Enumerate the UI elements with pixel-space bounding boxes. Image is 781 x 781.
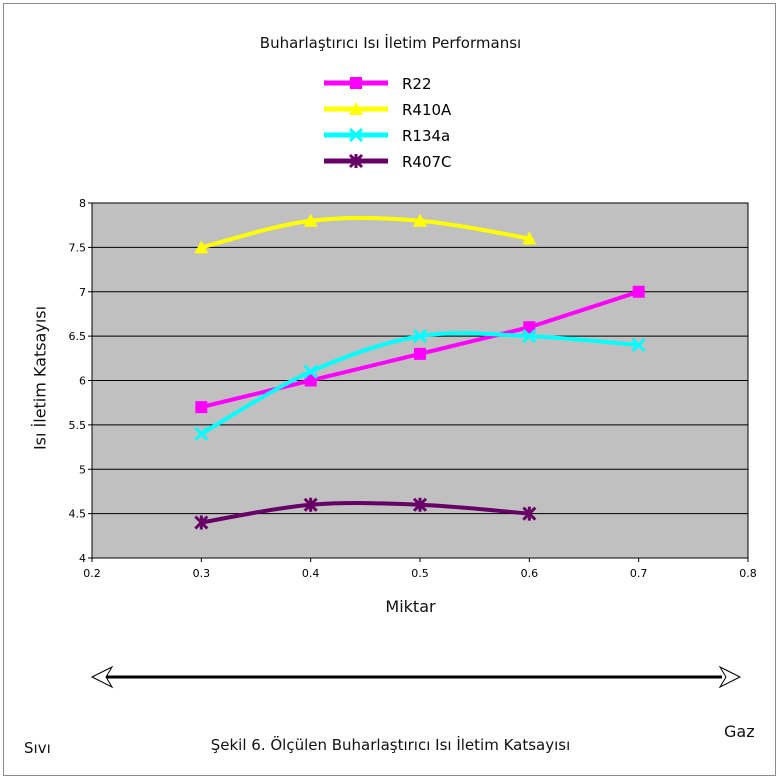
data-point-r22 [632, 285, 645, 298]
x-tick-label: 0.2 [83, 567, 101, 580]
data-point-r134a [522, 329, 537, 344]
y-tick-label: 5.5 [69, 419, 87, 432]
data-point-r407c [194, 515, 209, 530]
legend-label-r134a: R134a [402, 127, 450, 145]
data-point-r22 [414, 347, 426, 360]
y-tick-label: 5 [79, 463, 86, 476]
data-point-r410a [194, 240, 209, 254]
y-tick-label: 4.5 [69, 508, 87, 521]
data-point-r410a [522, 231, 537, 245]
y-tick-label: 7.5 [69, 241, 87, 254]
legend-marker-r22 [350, 77, 362, 89]
legend-marker-r407c [348, 153, 364, 169]
data-point-r407c [303, 497, 318, 512]
chart-title: Buharlaştırıcı Isı İletim Performansı [259, 34, 522, 52]
legend-label-r407c: R407C [402, 153, 452, 171]
liquid-label: Sıvı [24, 739, 51, 757]
x-tick-label: 0.6 [521, 567, 539, 580]
y-tick-label: 6 [79, 375, 86, 388]
x-tick-label: 0.4 [302, 567, 320, 580]
data-point-r407c [412, 497, 428, 512]
phase-arrow-left-head [90, 665, 114, 689]
gas-label: Gaz [724, 722, 755, 741]
data-point-r134a [631, 337, 646, 353]
legend-marker-r410a [349, 102, 363, 115]
y-tick-label: 8 [79, 197, 86, 210]
y-tick-label: 4 [79, 552, 86, 565]
x-tick-label: 0.7 [630, 567, 648, 580]
x-tick-label: 0.5 [411, 567, 429, 580]
data-point-r410a [303, 213, 318, 227]
x-tick-label: 0.3 [193, 567, 211, 580]
legend-marker-r134a [348, 127, 364, 143]
y-axis-label: Isı İletim Katsayısı [30, 305, 50, 451]
data-point-r22 [304, 374, 317, 387]
series-line-r410a [200, 215, 530, 250]
data-point-r410a [413, 213, 427, 227]
x-axis-label: Miktar [385, 597, 436, 616]
data-point-r22 [523, 321, 536, 334]
data-point-r22 [195, 401, 208, 414]
y-tick-label: 7 [79, 286, 86, 299]
data-point-r134a [412, 329, 428, 344]
series-line-r407c [201, 501, 530, 525]
figure-caption: Şekil 6. Ölçülen Buharlaştırıcı Isı İlet… [210, 736, 571, 754]
legend-label-r22: R22 [402, 75, 432, 93]
data-point-r134a [194, 426, 209, 441]
data-point-r407c [522, 506, 537, 521]
legend-label-r410a: R410A [402, 101, 452, 119]
data-point-r134a [303, 364, 318, 379]
phase-arrow-right-head [718, 665, 742, 689]
x-tick-label: 0.8 [739, 567, 757, 580]
y-tick-label: 6.5 [69, 330, 87, 343]
figure-frame [3, 3, 776, 776]
